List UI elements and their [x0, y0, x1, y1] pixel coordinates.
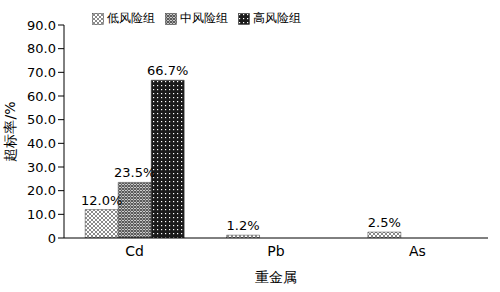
html-text:低风险组: 低风险组 — [107, 11, 155, 25]
svg-text:66.7%: 66.7% — [147, 63, 188, 78]
svg-text:超标率/%: 超标率/% — [8, 101, 18, 161]
svg-text:10.0: 10.0 — [27, 207, 56, 222]
svg-text:23.5%: 23.5% — [114, 165, 155, 180]
svg-text:40.0: 40.0 — [27, 136, 56, 151]
svg-text:1.2%: 1.2% — [227, 218, 260, 233]
svg-text:50.0: 50.0 — [27, 112, 56, 127]
svg-text:0: 0 — [48, 231, 56, 246]
svg-text:60.0: 60.0 — [27, 89, 56, 104]
svg-text:12.0%: 12.0% — [81, 193, 122, 208]
svg-text:30.0: 30.0 — [27, 160, 56, 175]
svg-text:20.0: 20.0 — [27, 183, 56, 198]
svg-text:As: As — [409, 243, 426, 259]
svg-text:Pb: Pb — [267, 243, 284, 259]
svg-text:70.0: 70.0 — [27, 65, 56, 80]
svg-text:重金属: 重金属 — [255, 269, 297, 285]
svg-text:90.0: 90.0 — [27, 18, 56, 33]
svg-text:Cd: Cd — [125, 243, 144, 259]
svg-text:80.0: 80.0 — [27, 41, 56, 56]
html-text:高风险组: 高风险组 — [253, 11, 301, 25]
html-text:中风险组: 中风险组 — [180, 11, 228, 25]
svg-text:2.5%: 2.5% — [368, 215, 401, 230]
